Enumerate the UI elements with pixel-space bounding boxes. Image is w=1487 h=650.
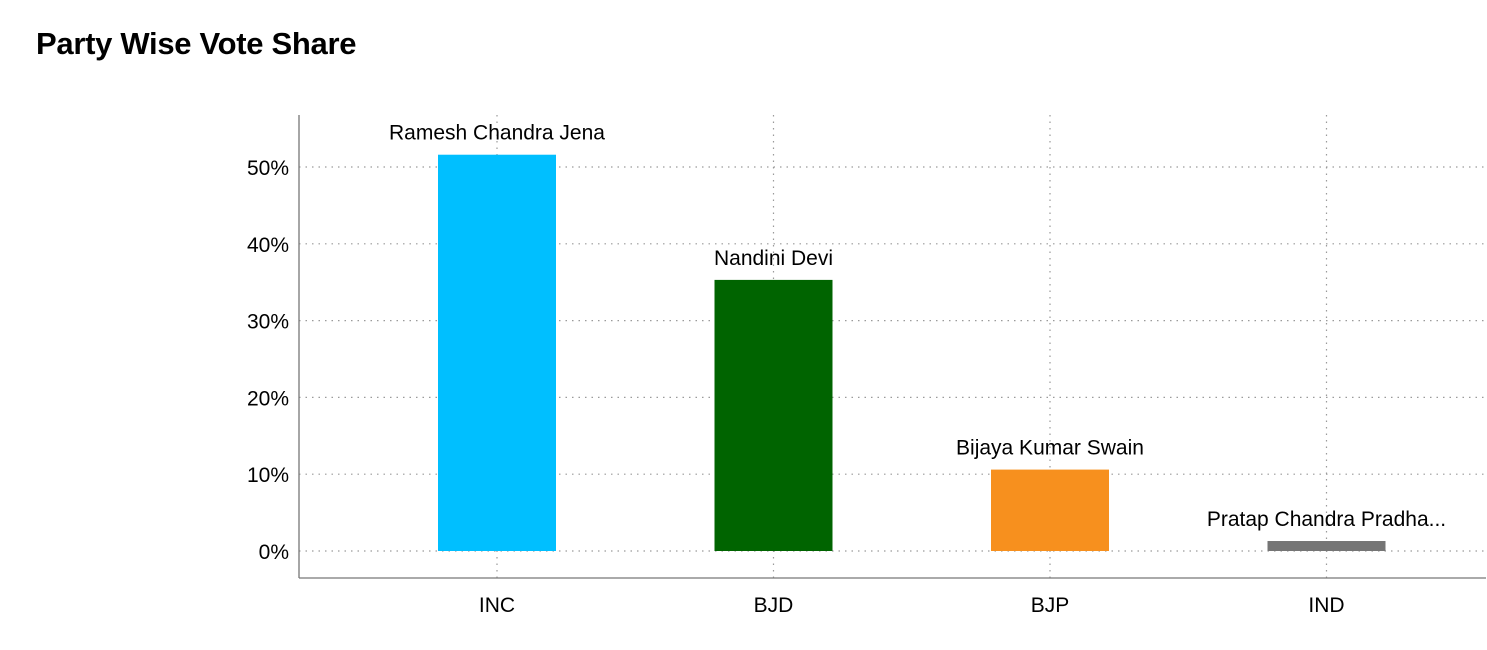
data-labels: Ramesh Chandra Jena Nandini Devi Bijaya Ku…	[389, 122, 1446, 531]
bar-bjd[interactable]	[714, 279, 833, 551]
data-label: Bijaya Kumar Swain	[956, 437, 1144, 460]
x-tick-labels: INC BJD BJP IND	[479, 594, 1345, 617]
chart-title: Party Wise Vote Share	[36, 26, 357, 61]
data-label: Nandini Devi	[714, 247, 833, 270]
y-tick-label: 20%	[247, 387, 289, 410]
x-tick-label: IND	[1308, 594, 1344, 617]
data-label: Ramesh Chandra Jena	[389, 122, 605, 145]
x-tick-label: BJP	[1031, 594, 1070, 617]
y-tick-label: 30%	[247, 311, 289, 334]
y-tick-label: 50%	[247, 157, 289, 180]
x-tick-label: INC	[479, 594, 515, 617]
bar-bjp[interactable]	[991, 469, 1109, 551]
y-tick-label: 0%	[259, 541, 289, 564]
data-label: Pratap Chandra Pradha...	[1207, 508, 1446, 531]
x-tick-label: BJD	[754, 594, 794, 617]
y-tick-label: 40%	[247, 234, 289, 257]
y-tick-labels: 0% 10% 20% 30% 40% 50%	[247, 157, 289, 564]
bar-inc[interactable]	[438, 154, 556, 551]
bar-ind[interactable]	[1267, 541, 1386, 551]
y-tick-label: 10%	[247, 464, 289, 487]
axes	[298, 115, 1486, 579]
bars	[438, 154, 1386, 551]
